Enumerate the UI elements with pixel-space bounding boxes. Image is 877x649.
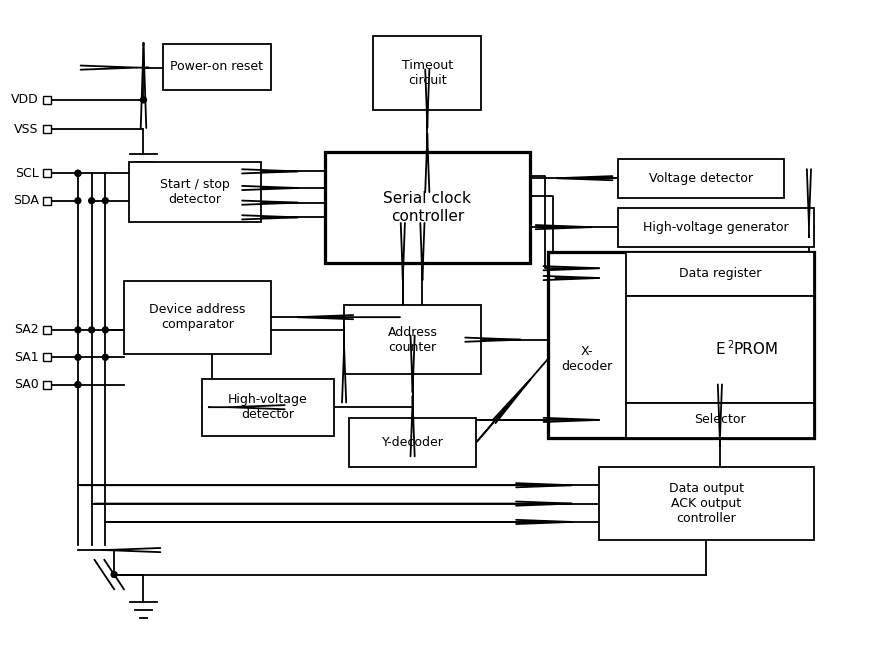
Circle shape (89, 198, 95, 204)
Bar (626, 252, 814, 296)
Text: PROM: PROM (733, 342, 779, 357)
Bar (43, 96, 51, 104)
Bar (43, 381, 51, 389)
Text: Y-decoder: Y-decoder (381, 436, 444, 449)
Text: Start / stop
detector: Start / stop detector (160, 178, 229, 206)
Bar (43, 353, 51, 361)
Text: SCL: SCL (15, 167, 39, 180)
Circle shape (75, 327, 81, 333)
Circle shape (75, 171, 81, 177)
Text: VDD: VDD (11, 93, 39, 106)
Text: High-voltage
detector: High-voltage detector (228, 393, 308, 421)
Text: High-voltage generator: High-voltage generator (643, 221, 788, 234)
Text: Voltage detector: Voltage detector (649, 172, 753, 185)
Circle shape (75, 382, 81, 387)
Circle shape (75, 354, 81, 360)
Text: SA1: SA1 (14, 350, 39, 364)
Bar (129, 162, 261, 222)
Bar (324, 152, 530, 263)
Bar (124, 281, 271, 354)
Text: Timeout
circuit: Timeout circuit (402, 58, 453, 86)
Text: Data output
ACK output
controller: Data output ACK output controller (668, 482, 744, 524)
Text: SA2: SA2 (14, 323, 39, 336)
Text: E: E (715, 342, 724, 357)
Text: SDA: SDA (13, 194, 39, 207)
Bar (374, 36, 481, 110)
Text: Address
counter: Address counter (388, 326, 438, 354)
Circle shape (89, 327, 95, 333)
Circle shape (75, 171, 81, 177)
Circle shape (111, 572, 117, 578)
Bar (626, 296, 814, 403)
Circle shape (75, 382, 81, 387)
Bar (618, 158, 784, 198)
Bar (618, 208, 814, 247)
Bar (344, 306, 481, 374)
Circle shape (103, 327, 108, 333)
Bar (163, 44, 271, 90)
Circle shape (75, 198, 81, 204)
Text: SA0: SA0 (14, 378, 39, 391)
Bar (43, 125, 51, 133)
Text: Device address
comparator: Device address comparator (149, 303, 246, 331)
Bar (547, 291, 626, 428)
Text: Power-on reset: Power-on reset (170, 60, 263, 73)
Bar (43, 169, 51, 177)
Bar (203, 379, 334, 435)
Circle shape (140, 97, 146, 103)
Text: Data register: Data register (679, 267, 761, 280)
Text: X-
decoder: X- decoder (561, 345, 612, 373)
Bar (598, 467, 814, 540)
Text: VSS: VSS (14, 123, 39, 136)
Circle shape (103, 198, 108, 204)
Circle shape (103, 354, 108, 360)
Text: Selector: Selector (694, 413, 745, 426)
Bar (547, 252, 814, 437)
Text: Serial clock
controller: Serial clock controller (383, 191, 471, 224)
Bar (626, 403, 814, 437)
Bar (43, 326, 51, 334)
Text: 2: 2 (728, 339, 734, 350)
Bar (349, 418, 476, 467)
Bar (43, 197, 51, 204)
